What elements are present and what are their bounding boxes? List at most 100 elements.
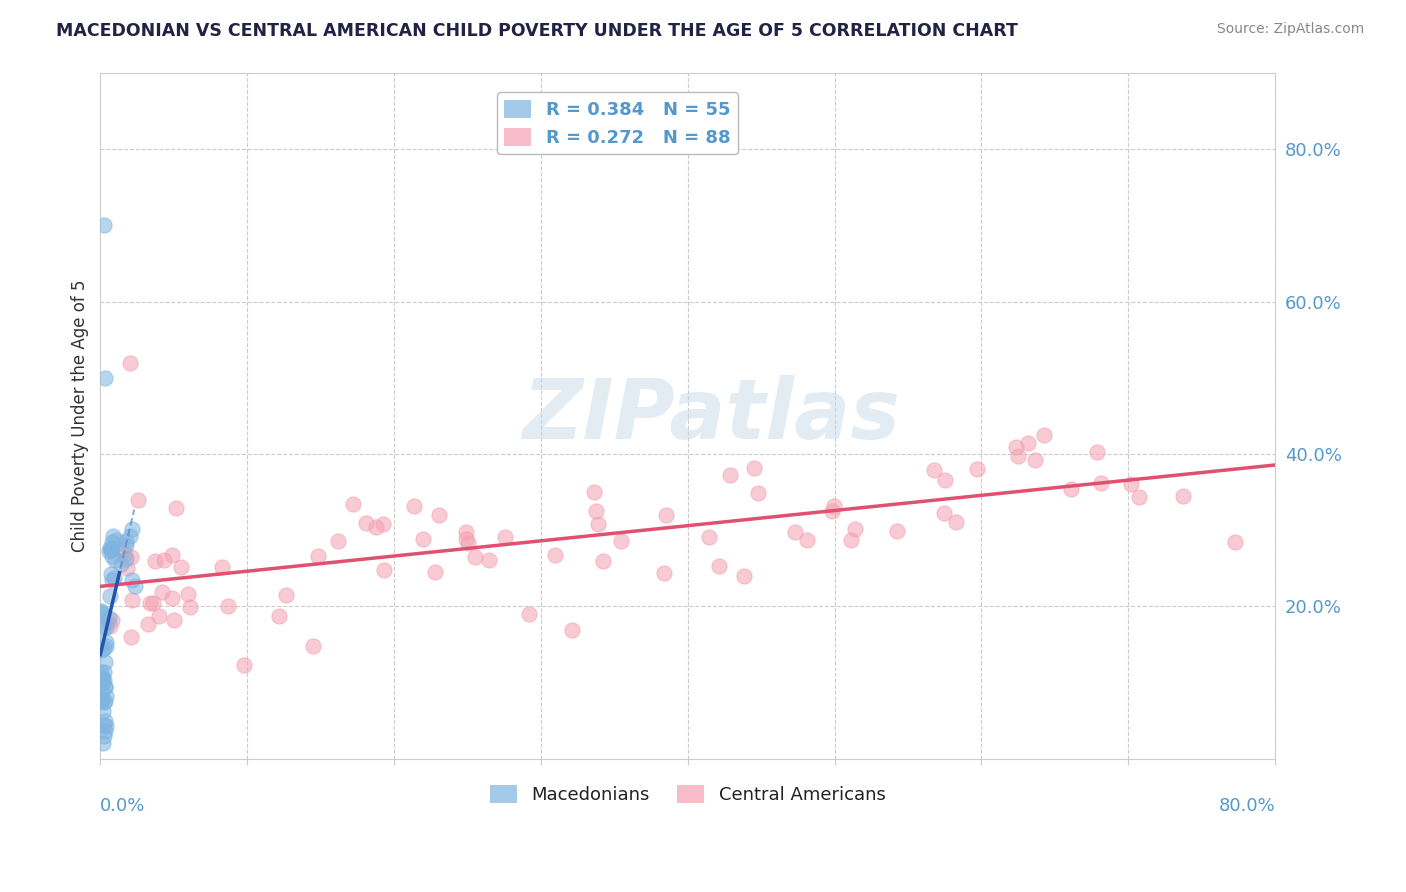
- Point: [402, 500, 425, 514]
- Point: [93, 729, 115, 743]
- Point: [697, 530, 720, 544]
- Point: [934, 473, 956, 487]
- Text: 0.0%: 0.0%: [100, 797, 146, 814]
- Point: [93, 680, 115, 694]
- Point: [821, 504, 844, 518]
- Point: [160, 591, 183, 605]
- Point: [1128, 490, 1150, 504]
- Point: [100, 534, 122, 549]
- Point: [100, 613, 122, 627]
- Text: Source: ZipAtlas.com: Source: ZipAtlas.com: [1216, 22, 1364, 37]
- Point: [932, 506, 955, 520]
- Point: [91, 670, 114, 684]
- Point: [457, 536, 479, 550]
- Point: [101, 529, 124, 543]
- Point: [733, 568, 755, 582]
- Point: [544, 548, 567, 562]
- Point: [373, 563, 395, 577]
- Text: 80.0%: 80.0%: [1219, 797, 1275, 814]
- Point: [93, 621, 115, 635]
- Point: [93, 641, 115, 656]
- Point: [120, 549, 142, 564]
- Point: [844, 522, 866, 536]
- Point: [100, 541, 122, 556]
- Point: [274, 588, 297, 602]
- Point: [90, 692, 112, 706]
- Point: [1024, 453, 1046, 467]
- Point: [94, 620, 117, 634]
- Point: [94, 371, 117, 385]
- Point: [454, 525, 477, 540]
- Point: [93, 718, 115, 732]
- Point: [823, 499, 845, 513]
- Point: [94, 690, 117, 704]
- Point: [423, 566, 446, 580]
- Point: [924, 463, 946, 477]
- Point: [561, 623, 583, 637]
- Point: [94, 639, 117, 653]
- Point: [91, 672, 114, 686]
- Point: [1171, 489, 1194, 503]
- Point: [179, 600, 201, 615]
- Legend: Macedonians, Central Americans: Macedonians, Central Americans: [482, 778, 893, 812]
- Point: [707, 558, 730, 573]
- Point: [718, 468, 741, 483]
- Point: [121, 573, 143, 587]
- Point: [101, 541, 124, 556]
- Point: [114, 547, 136, 561]
- Point: [127, 493, 149, 508]
- Point: [371, 516, 394, 531]
- Point: [112, 542, 135, 557]
- Point: [160, 549, 183, 563]
- Point: [97, 615, 120, 630]
- Point: [139, 596, 162, 610]
- Point: [839, 533, 862, 548]
- Point: [105, 533, 128, 548]
- Point: [93, 695, 115, 709]
- Point: [517, 607, 540, 621]
- Point: [91, 736, 114, 750]
- Point: [588, 516, 610, 531]
- Point: [427, 508, 450, 522]
- Point: [94, 680, 117, 694]
- Point: [103, 571, 125, 585]
- Point: [104, 553, 127, 567]
- Point: [610, 533, 633, 548]
- Point: [170, 559, 193, 574]
- Point: [1033, 428, 1056, 442]
- Point: [93, 673, 115, 687]
- Point: [100, 549, 122, 563]
- Point: [100, 566, 122, 581]
- Point: [93, 694, 115, 708]
- Point: [582, 484, 605, 499]
- Point: [94, 714, 117, 728]
- Point: [98, 611, 121, 625]
- Point: [1060, 482, 1083, 496]
- Point: [121, 593, 143, 607]
- Point: [945, 515, 967, 529]
- Point: [142, 596, 165, 610]
- Point: [177, 587, 200, 601]
- Point: [93, 675, 115, 690]
- Point: [91, 607, 114, 621]
- Point: [98, 541, 121, 556]
- Point: [91, 643, 114, 657]
- Point: [94, 723, 117, 738]
- Point: [783, 525, 806, 540]
- Point: [744, 461, 766, 475]
- Point: [464, 549, 486, 564]
- Point: [1017, 435, 1039, 450]
- Point: [101, 573, 124, 587]
- Point: [1090, 476, 1112, 491]
- Point: [93, 665, 115, 679]
- Point: [115, 538, 138, 552]
- Point: [886, 524, 908, 538]
- Point: [1223, 535, 1246, 549]
- Point: [98, 618, 121, 632]
- Point: [100, 590, 122, 604]
- Point: [478, 553, 501, 567]
- Point: [117, 561, 139, 575]
- Text: MACEDONIAN VS CENTRAL AMERICAN CHILD POVERTY UNDER THE AGE OF 5 CORRELATION CHAR: MACEDONIAN VS CENTRAL AMERICAN CHILD POV…: [56, 22, 1018, 40]
- Point: [120, 529, 142, 543]
- Point: [356, 516, 378, 531]
